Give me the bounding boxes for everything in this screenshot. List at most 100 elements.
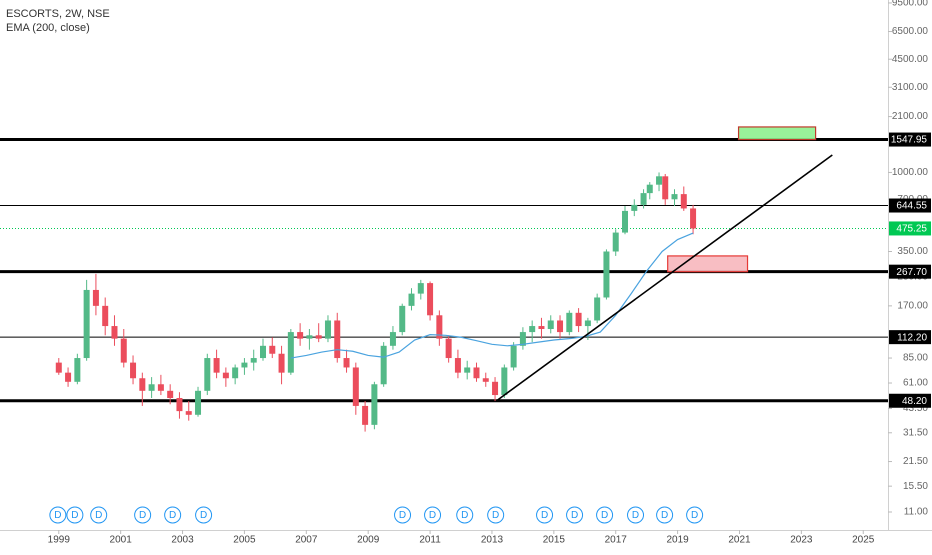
y-tick-label: 6500.00 (892, 26, 929, 37)
dividend-label: D (54, 510, 61, 521)
dividend-label: D (139, 510, 146, 521)
candle-body (454, 358, 461, 373)
dividend-label: D (661, 510, 668, 521)
candle-body (176, 397, 183, 412)
dividend-marker (487, 506, 505, 524)
candle-body (111, 326, 118, 339)
price-label: 48.20 (902, 396, 927, 407)
candle-body (631, 204, 638, 211)
candle-body (575, 312, 582, 327)
x-tick-label: 2001 (110, 535, 133, 546)
indicator-label: EMA (200, close) (6, 22, 90, 34)
dividend-marker (394, 506, 412, 524)
price-label-box (889, 393, 931, 408)
candle-body (55, 362, 62, 373)
y-tick-label: 85.00 (903, 353, 928, 364)
dividend-marker (627, 506, 645, 524)
candle-body (213, 358, 220, 373)
candle-body (656, 176, 663, 185)
x-tick-label: 2025 (852, 535, 875, 546)
x-tick-label: 2003 (171, 535, 194, 546)
candle-body (324, 320, 331, 339)
dividend-label: D (169, 510, 176, 521)
candle-body (297, 332, 304, 339)
candle-body (204, 358, 211, 391)
dividend-marker (536, 506, 554, 524)
x-tick-label: 2011 (419, 535, 441, 546)
candle-body (408, 293, 415, 306)
candle-body (547, 320, 554, 330)
dividend-marker (195, 506, 213, 524)
price-label: 112.20 (897, 332, 927, 343)
candle-body (501, 367, 508, 396)
x-tick-label: 2007 (295, 535, 318, 546)
candle-body (389, 332, 396, 346)
y-tick-label: 31.50 (903, 427, 928, 438)
ema-line (290, 232, 694, 359)
y-tick-label: 3100.00 (892, 82, 929, 93)
candle-body (399, 305, 406, 333)
candle-body (417, 283, 424, 294)
y-tick-label: 11.00 (904, 507, 929, 518)
dividend-marker (656, 506, 674, 524)
candle-body (612, 232, 619, 252)
candle-body (315, 335, 322, 339)
dividend-label: D (571, 510, 578, 521)
dividend-marker (424, 506, 442, 524)
axes: 9500.00 6500.00 4500.00 3100.00 2100.00 1000.… (48, 0, 931, 546)
candle-body (102, 305, 109, 327)
dividend-label: D (492, 510, 499, 521)
y-tick-label: 1000.00 (892, 167, 929, 178)
x-tick-label: 2009 (357, 535, 380, 546)
candle-body (352, 367, 359, 406)
dividend-label: D (632, 510, 639, 521)
candle-body (380, 345, 387, 385)
candle-body (83, 289, 90, 359)
candle-body (343, 358, 350, 368)
candle-body (473, 367, 480, 379)
candle-body (427, 283, 434, 316)
candle-body (148, 384, 155, 391)
x-tick-label: 2013 (481, 535, 504, 546)
y-tick-label: 350.00 (897, 246, 928, 257)
candle-body (594, 297, 601, 321)
dividend-label: D (541, 510, 548, 521)
candle-body (557, 320, 564, 333)
dividend-label: D (601, 510, 608, 521)
dividend-marker (456, 506, 474, 524)
candle-body (584, 320, 591, 327)
dividend-marker (66, 506, 84, 524)
candle-body (130, 362, 137, 379)
candle-body (287, 332, 294, 373)
x-tick-label: 1999 (48, 535, 71, 546)
candle-body (690, 208, 697, 229)
dividend-label: D (461, 510, 468, 521)
candle-body (139, 378, 146, 391)
price-label-box (889, 264, 931, 279)
y-tick-label: 170.00 (897, 300, 928, 311)
dividend-label: D (95, 510, 102, 521)
candle-body (519, 332, 526, 346)
candle-body (671, 194, 678, 200)
candle-body (646, 184, 653, 194)
y-tick-label: 9500.00 (892, 0, 929, 9)
dividend-marker (164, 506, 182, 524)
candle-body (92, 289, 99, 306)
price-label-box (889, 330, 931, 345)
candle-body (185, 411, 192, 415)
y-tick-label: 2100.00 (892, 111, 929, 122)
dividend-label: D (429, 510, 436, 521)
candle-body (157, 384, 164, 391)
candle-body (680, 194, 687, 209)
dividend-marker (90, 506, 108, 524)
price-label: 267.70 (896, 267, 927, 278)
candle-body (222, 372, 229, 379)
x-tick-label: 2021 (728, 535, 751, 546)
candle-body (195, 390, 202, 415)
x-tick-label: 2019 (666, 535, 689, 546)
candle-body (445, 338, 452, 359)
dividend-marker (686, 506, 704, 524)
price-label-box (889, 132, 931, 147)
